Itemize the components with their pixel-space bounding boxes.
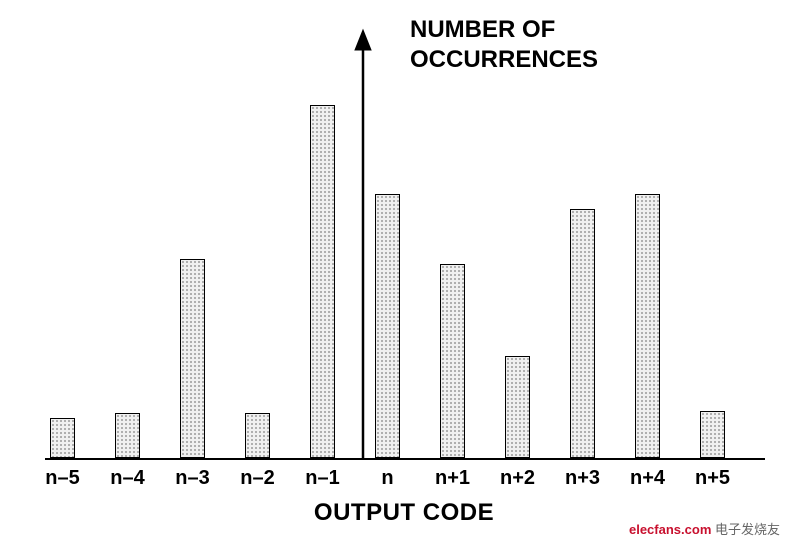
x-tick-label: n–5 <box>33 467 93 490</box>
bars-container <box>45 20 765 458</box>
histogram-bar <box>115 413 140 458</box>
watermark-tail: 电子发烧友 <box>711 522 780 537</box>
x-labels-row: n–5n–4n–3n–2n–1nn+1n+2n+3n+4n+5 <box>45 467 765 493</box>
histogram-bar <box>245 413 270 458</box>
x-axis-baseline <box>45 458 765 460</box>
x-tick-label: n <box>358 467 418 490</box>
watermark-brand: elecfans <box>629 522 681 537</box>
x-tick-label: n+2 <box>488 467 548 490</box>
x-tick-label: n–2 <box>228 467 288 490</box>
histogram-bar <box>50 418 75 458</box>
y-axis-title: NUMBER OFOCCURRENCES <box>410 15 598 75</box>
histogram-bar <box>310 105 335 458</box>
histogram-bar <box>635 194 660 458</box>
histogram-bar <box>375 194 400 458</box>
histogram-bar <box>440 264 465 458</box>
histogram-bar <box>570 209 595 458</box>
watermark: elecfans.com 电子发烧友 <box>629 519 780 538</box>
chart-area <box>45 20 765 460</box>
x-tick-label: n+4 <box>618 467 678 490</box>
histogram-bar <box>180 259 205 458</box>
x-tick-label: n+3 <box>553 467 613 490</box>
x-tick-label: n–1 <box>293 467 353 490</box>
x-tick-label: n–4 <box>98 467 158 490</box>
histogram-bar <box>700 411 725 458</box>
x-tick-label: n–3 <box>163 467 223 490</box>
x-tick-label: n+5 <box>683 467 743 490</box>
histogram-bar <box>505 356 530 458</box>
watermark-suffix: .com <box>681 522 711 537</box>
x-tick-label: n+1 <box>423 467 483 490</box>
